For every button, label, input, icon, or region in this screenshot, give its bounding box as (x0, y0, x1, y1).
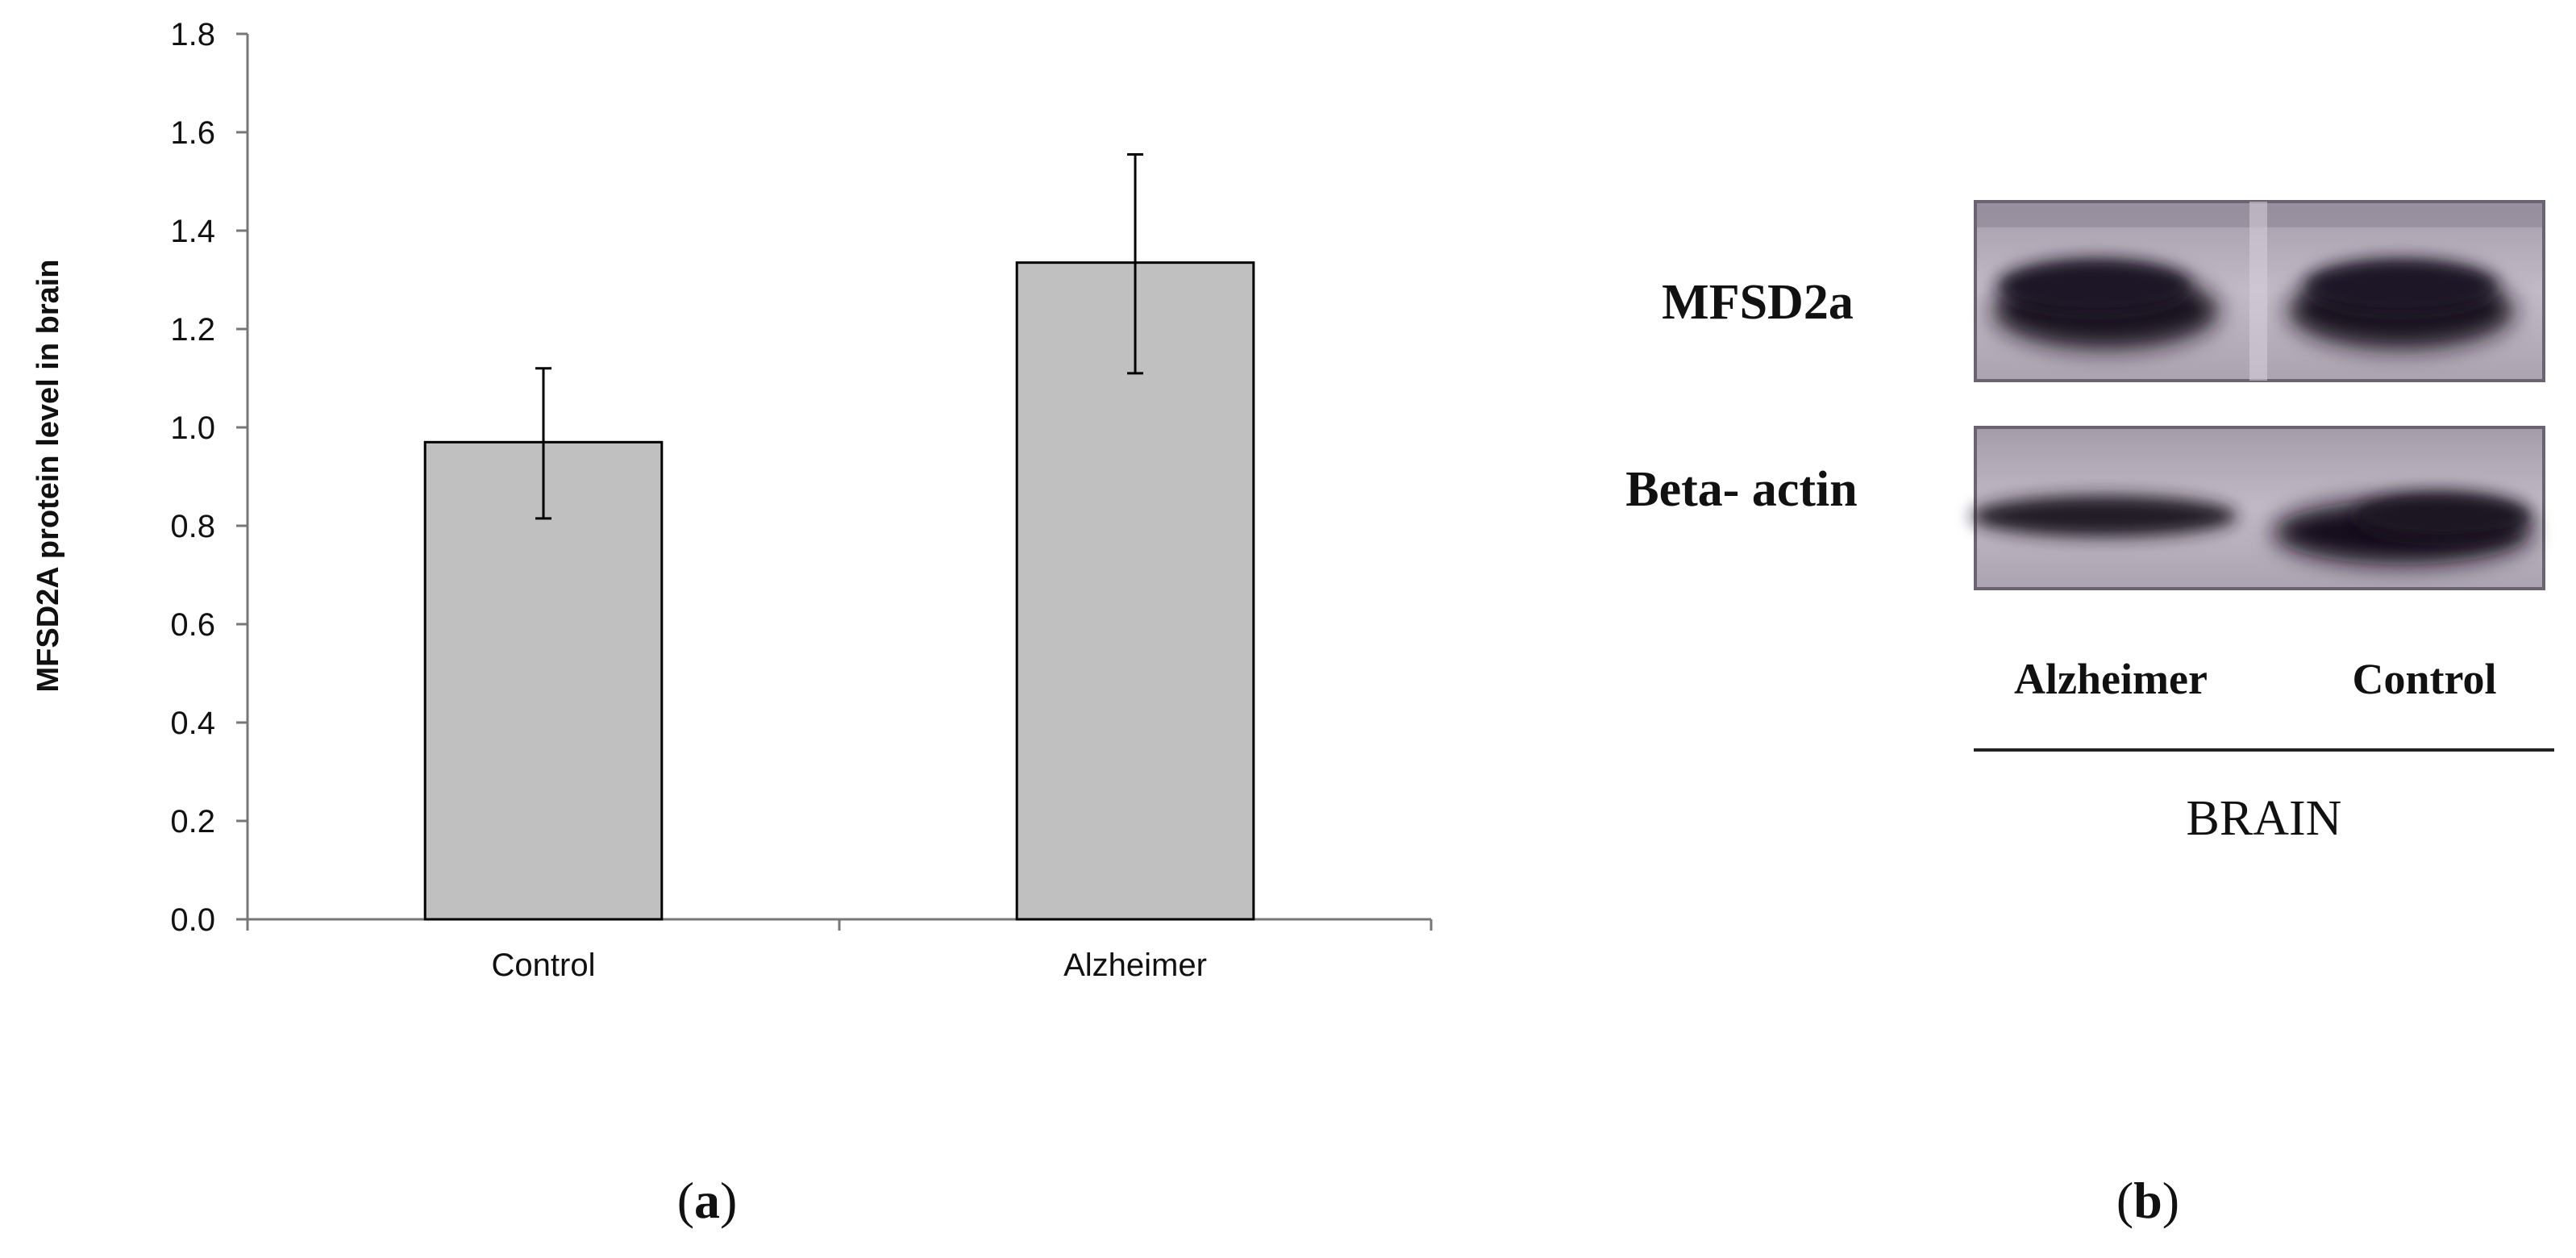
group-label-brain: BRAIN (2187, 791, 2342, 846)
x-tick-label: Control (492, 948, 596, 983)
y-tick-label: 1.4 (170, 214, 215, 249)
western-blot: MFSD2a Beta- actin Alzheimer Control BRA… (1625, 200, 2554, 846)
y-axis-label: MFSD2A protein level in brain (31, 259, 65, 692)
y-tick-label: 0.4 (170, 706, 215, 741)
y-tick-label: 1.8 (170, 17, 215, 52)
y-tick-label: 1.6 (170, 115, 215, 151)
blot-row-label-beta-actin: Beta- actin (1625, 462, 1858, 517)
y-tick-label: 0.8 (170, 509, 215, 544)
panel-label-a: (a) (677, 1172, 738, 1229)
y-tick-label: 1.0 (170, 410, 215, 446)
y-tick-label: 0.2 (170, 804, 215, 839)
blot-strip-beta-actin (1971, 426, 2545, 590)
bar-chart: MFSD2A protein level in brain 0.00.20.40… (31, 17, 1433, 983)
lane-label-alzheimer: Alzheimer (2014, 655, 2208, 703)
y-axis: 0.0 0.2 0.4 0.6 0.8 1.0 1.2 1.4 1.6 1.8 (170, 17, 249, 938)
x-axis: Control Alzheimer (246, 918, 1433, 983)
bars (423, 261, 1255, 921)
panel-label-b: (b) (2116, 1172, 2179, 1229)
blot-row-label-mfsd2a: MFSD2a (1662, 275, 1854, 330)
error-bars (535, 152, 1143, 520)
blot-strip-mfsd2a (1974, 200, 2545, 382)
y-tick-label: 0.0 (170, 902, 215, 938)
bar-control (423, 440, 664, 921)
y-tick-label: 0.6 (170, 607, 215, 643)
x-tick-label: Alzheimer (1063, 948, 1207, 983)
y-tick-label: 1.2 (170, 312, 215, 348)
lane-label-control: Control (2352, 655, 2496, 703)
